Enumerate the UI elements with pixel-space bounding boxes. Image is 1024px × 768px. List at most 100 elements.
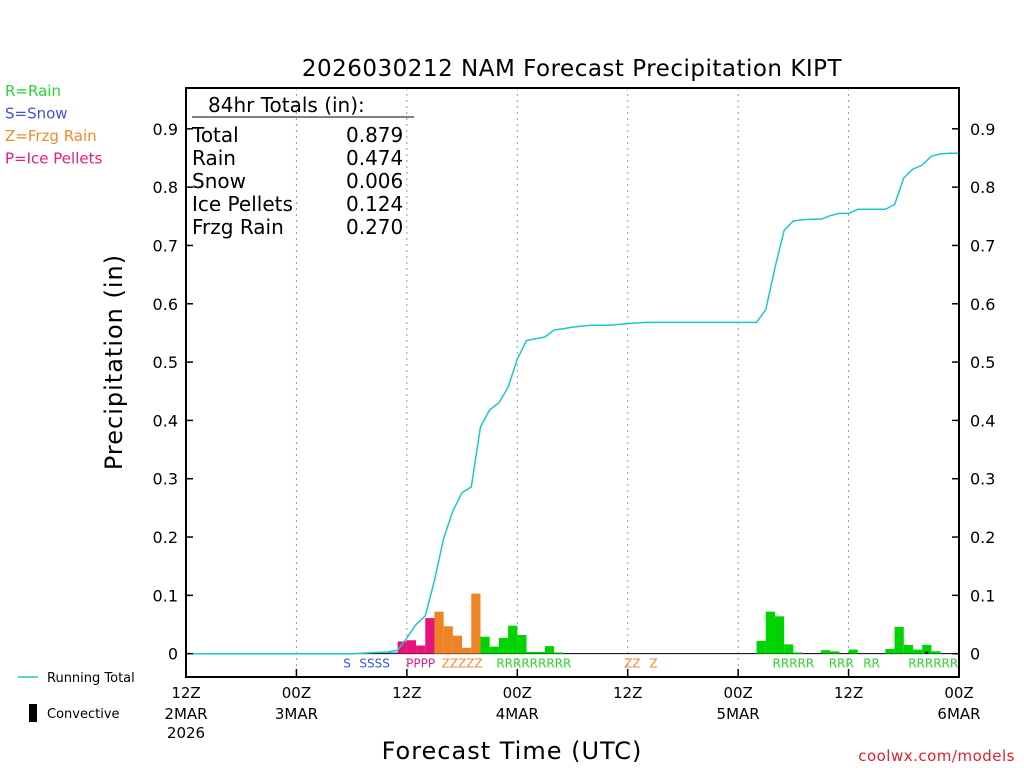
y-tick-label-right: 0.8: [970, 178, 995, 197]
x-tick-time: 12Z: [834, 684, 863, 702]
type-label: ZZZZZ: [442, 657, 483, 671]
type-legend-entry: P=Ice Pellets: [5, 150, 102, 168]
y-tick-label-right: 0.2: [970, 528, 995, 547]
y-tick-label-left: 0.4: [153, 411, 178, 430]
x-tick-date: 3MAR: [275, 705, 318, 723]
y-tick-label-left: 0.3: [153, 470, 178, 489]
precipitation-bars: [388, 593, 941, 654]
y-tick-label-left: 0.6: [153, 295, 178, 314]
totals-row-label: Snow: [192, 169, 246, 193]
totals-row-label: Total: [191, 123, 239, 147]
type-legend: R=Rain S=Snow Z=Frzg Rain P=Ice Pellets: [5, 82, 102, 168]
precip-bar: [830, 651, 840, 654]
chart-title: 2026030212 NAM Forecast Precipitation KI…: [302, 56, 843, 82]
precip-bar: [489, 646, 499, 654]
precip-bar: [931, 651, 941, 654]
precip-bar: [554, 652, 564, 654]
precip-bar: [756, 640, 766, 654]
type-label: RRR: [829, 657, 854, 671]
x-tick-time: 12Z: [171, 684, 200, 702]
precip-bar: [903, 644, 913, 654]
type-legend-entry: R=Rain: [5, 82, 61, 100]
y-tick-label-right: 0: [970, 645, 980, 664]
precip-bar: [912, 649, 923, 654]
y-tick-label-left: 0.5: [153, 353, 178, 372]
convective-bar: [925, 651, 929, 654]
precip-bar: [406, 640, 417, 654]
precip-bar: [425, 618, 435, 654]
type-legend-entry: S=Snow: [5, 105, 68, 123]
totals-row-value: 0.124: [346, 192, 403, 216]
totals-rows: Total 0.879 Rain 0.474 Snow 0.006 Ice Pellets 0…: [191, 123, 403, 239]
y-tick-label-left: 0.8: [153, 178, 178, 197]
x-tick-date: 6MAR: [937, 705, 980, 723]
type-label: Z: [649, 657, 657, 671]
totals-row-label: Ice Pellets: [192, 192, 293, 216]
precip-bar: [535, 651, 545, 654]
x-axis-title: Forecast Time (UTC): [382, 737, 643, 765]
totals-row-value: 0.270: [346, 215, 403, 239]
y-tick-label-left: 0.1: [153, 586, 178, 605]
precip-bar: [443, 626, 453, 654]
precip-bar: [848, 649, 858, 654]
precip-bar: [397, 641, 407, 654]
type-label: PPPP: [406, 657, 435, 671]
y-tick-label-right: 0.5: [970, 353, 995, 372]
y-tick-label-right: 0.4: [970, 411, 995, 430]
x-tick-time: 00Z: [723, 684, 752, 702]
type-label: RRRRRRRRR: [496, 657, 571, 671]
y-tick-label-right: 0.9: [970, 120, 995, 139]
precip-bar: [784, 644, 794, 654]
x-tick-year: 2026: [167, 724, 205, 742]
type-label: RRRRR: [773, 657, 815, 671]
precip-bar: [434, 611, 444, 654]
plot-frame: [185, 87, 960, 678]
precip-bar: [894, 626, 904, 654]
precip-bar: [820, 650, 831, 654]
y-tick-label-left: 0.9: [153, 120, 178, 139]
x-tick-date: 5MAR: [717, 705, 760, 723]
totals-row-label: Frzg Rain: [192, 215, 284, 239]
y-axis-right: 0 0.1 0.2 0.3 0.4 0.5 0.6 0.7 0.8 0.9: [952, 120, 995, 664]
totals-row-value: 0.006: [346, 169, 403, 193]
precip-bar: [498, 637, 509, 654]
convective-legend-swatch: [29, 704, 37, 722]
precip-bar: [508, 625, 518, 654]
precip-bar: [471, 593, 481, 654]
precip-bar: [774, 616, 785, 654]
totals-row-label: Rain: [192, 146, 236, 170]
x-tick-time: 00Z: [944, 684, 973, 702]
y-tick-label-left: 0.7: [153, 236, 178, 255]
y-tick-label-right: 0.6: [970, 295, 995, 314]
type-label: S: [343, 657, 351, 671]
precip-bar: [462, 647, 472, 654]
precip-bar: [388, 652, 398, 654]
precip-bar: [922, 644, 932, 654]
y-tick-label-right: 0.7: [970, 236, 995, 255]
x-tick-time: 12Z: [392, 684, 421, 702]
precip-bar: [480, 636, 490, 654]
type-legend-entry: Z=Frzg Rain: [5, 127, 97, 145]
running-total-line: [186, 152, 959, 655]
credit-text: coolwx.com/models: [858, 747, 1015, 765]
x-tick-date: 2MAR: [164, 705, 207, 723]
type-label: SSSS: [359, 657, 389, 671]
totals-row-value: 0.474: [346, 146, 403, 170]
precip-bar: [765, 611, 775, 654]
precip-bar: [544, 646, 555, 654]
x-tick-time: 00Z: [282, 684, 311, 702]
y-axis-title: Precipitation (in): [100, 254, 128, 470]
precip-bar: [416, 645, 426, 654]
x-tick-date: 4MAR: [496, 705, 539, 723]
type-label: RRRRRR: [908, 657, 958, 671]
totals-heading: 84hr Totals (in):: [208, 93, 365, 117]
type-label: RR: [863, 657, 880, 671]
convective-legend-label: Convective: [47, 707, 120, 722]
precip-bar: [885, 649, 895, 654]
x-tick-time: 00Z: [503, 684, 532, 702]
precip-bar: [452, 635, 463, 654]
type-labels: S SSSS PPPP ZZZZZ RRRRRRRRR ZZ Z RRRRR RRR RR RRRR…: [343, 657, 958, 671]
x-tick-time: 12Z: [613, 684, 642, 702]
